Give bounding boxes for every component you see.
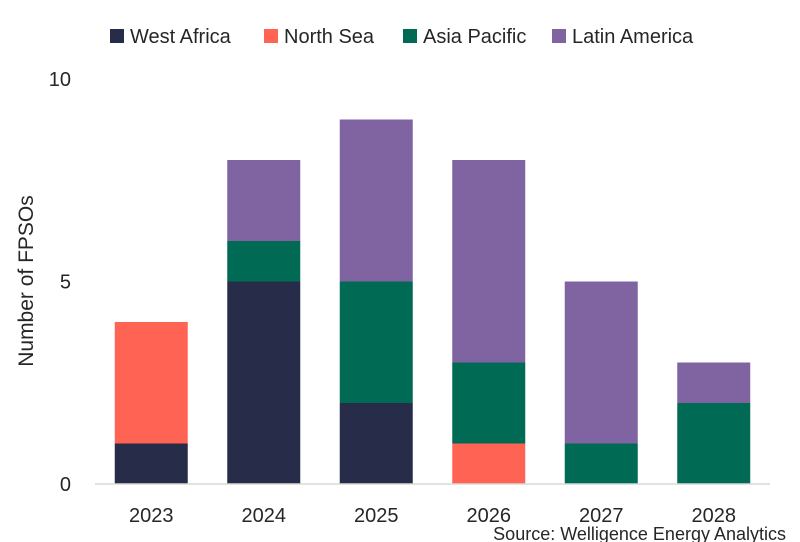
bar-segment-west-africa-2025 [339,403,413,484]
bar-segment-asia-pacific-2024 [227,241,301,282]
bar-segment-north-sea-2023 [114,322,188,444]
x-axis-ticks: 2023 2024 2025 2026 2027 2028 [129,505,736,527]
bar-segment-latin-america-2028 [677,362,751,403]
bar-segment-latin-america-2027 [564,281,638,444]
bar-segment-latin-america-2026 [452,160,526,363]
bar-segment-latin-america-2024 [227,160,301,241]
legend-label-latin-america: Latin America [572,26,694,48]
source-note: Source: Welligence Energy Analytics [493,524,786,542]
y-axis-ticks: 0 5 10 [49,69,71,496]
x-tick-label: 2027 [579,505,624,527]
x-tick-label: 2024 [242,505,287,527]
legend-label-north-sea: North Sea [284,26,375,48]
y-tick-label: 5 [60,272,71,294]
x-tick-label: 2028 [692,505,737,527]
bar-segment-asia-pacific-2025 [339,281,413,403]
bar-segment-north-sea-2026 [452,443,526,484]
legend-label-asia-pacific: Asia Pacific [423,26,526,48]
x-tick-label: 2025 [354,505,399,527]
bar-segment-west-africa-2024 [227,281,301,484]
y-tick-label: 10 [49,69,71,91]
bar-segment-asia-pacific-2028 [677,403,751,484]
bar-segment-asia-pacific-2026 [452,362,526,444]
legend: West Africa North Sea Asia Pacific Latin Am… [110,26,694,48]
legend-swatch-latin-america [552,29,566,43]
x-tick-label: 2023 [129,505,174,527]
bar-segment-asia-pacific-2027 [564,443,638,484]
bar-segment-latin-america-2025 [339,119,413,282]
legend-swatch-west-africa [110,29,124,43]
legend-swatch-north-sea [264,29,278,43]
x-tick-label: 2026 [467,505,512,527]
y-axis-title: Number of FPSOs [15,195,38,367]
bars [114,119,751,484]
legend-swatch-asia-pacific [403,29,417,43]
bar-segment-west-africa-2023 [114,443,188,484]
y-tick-label: 0 [60,474,71,496]
legend-label-west-africa: West Africa [130,26,232,48]
